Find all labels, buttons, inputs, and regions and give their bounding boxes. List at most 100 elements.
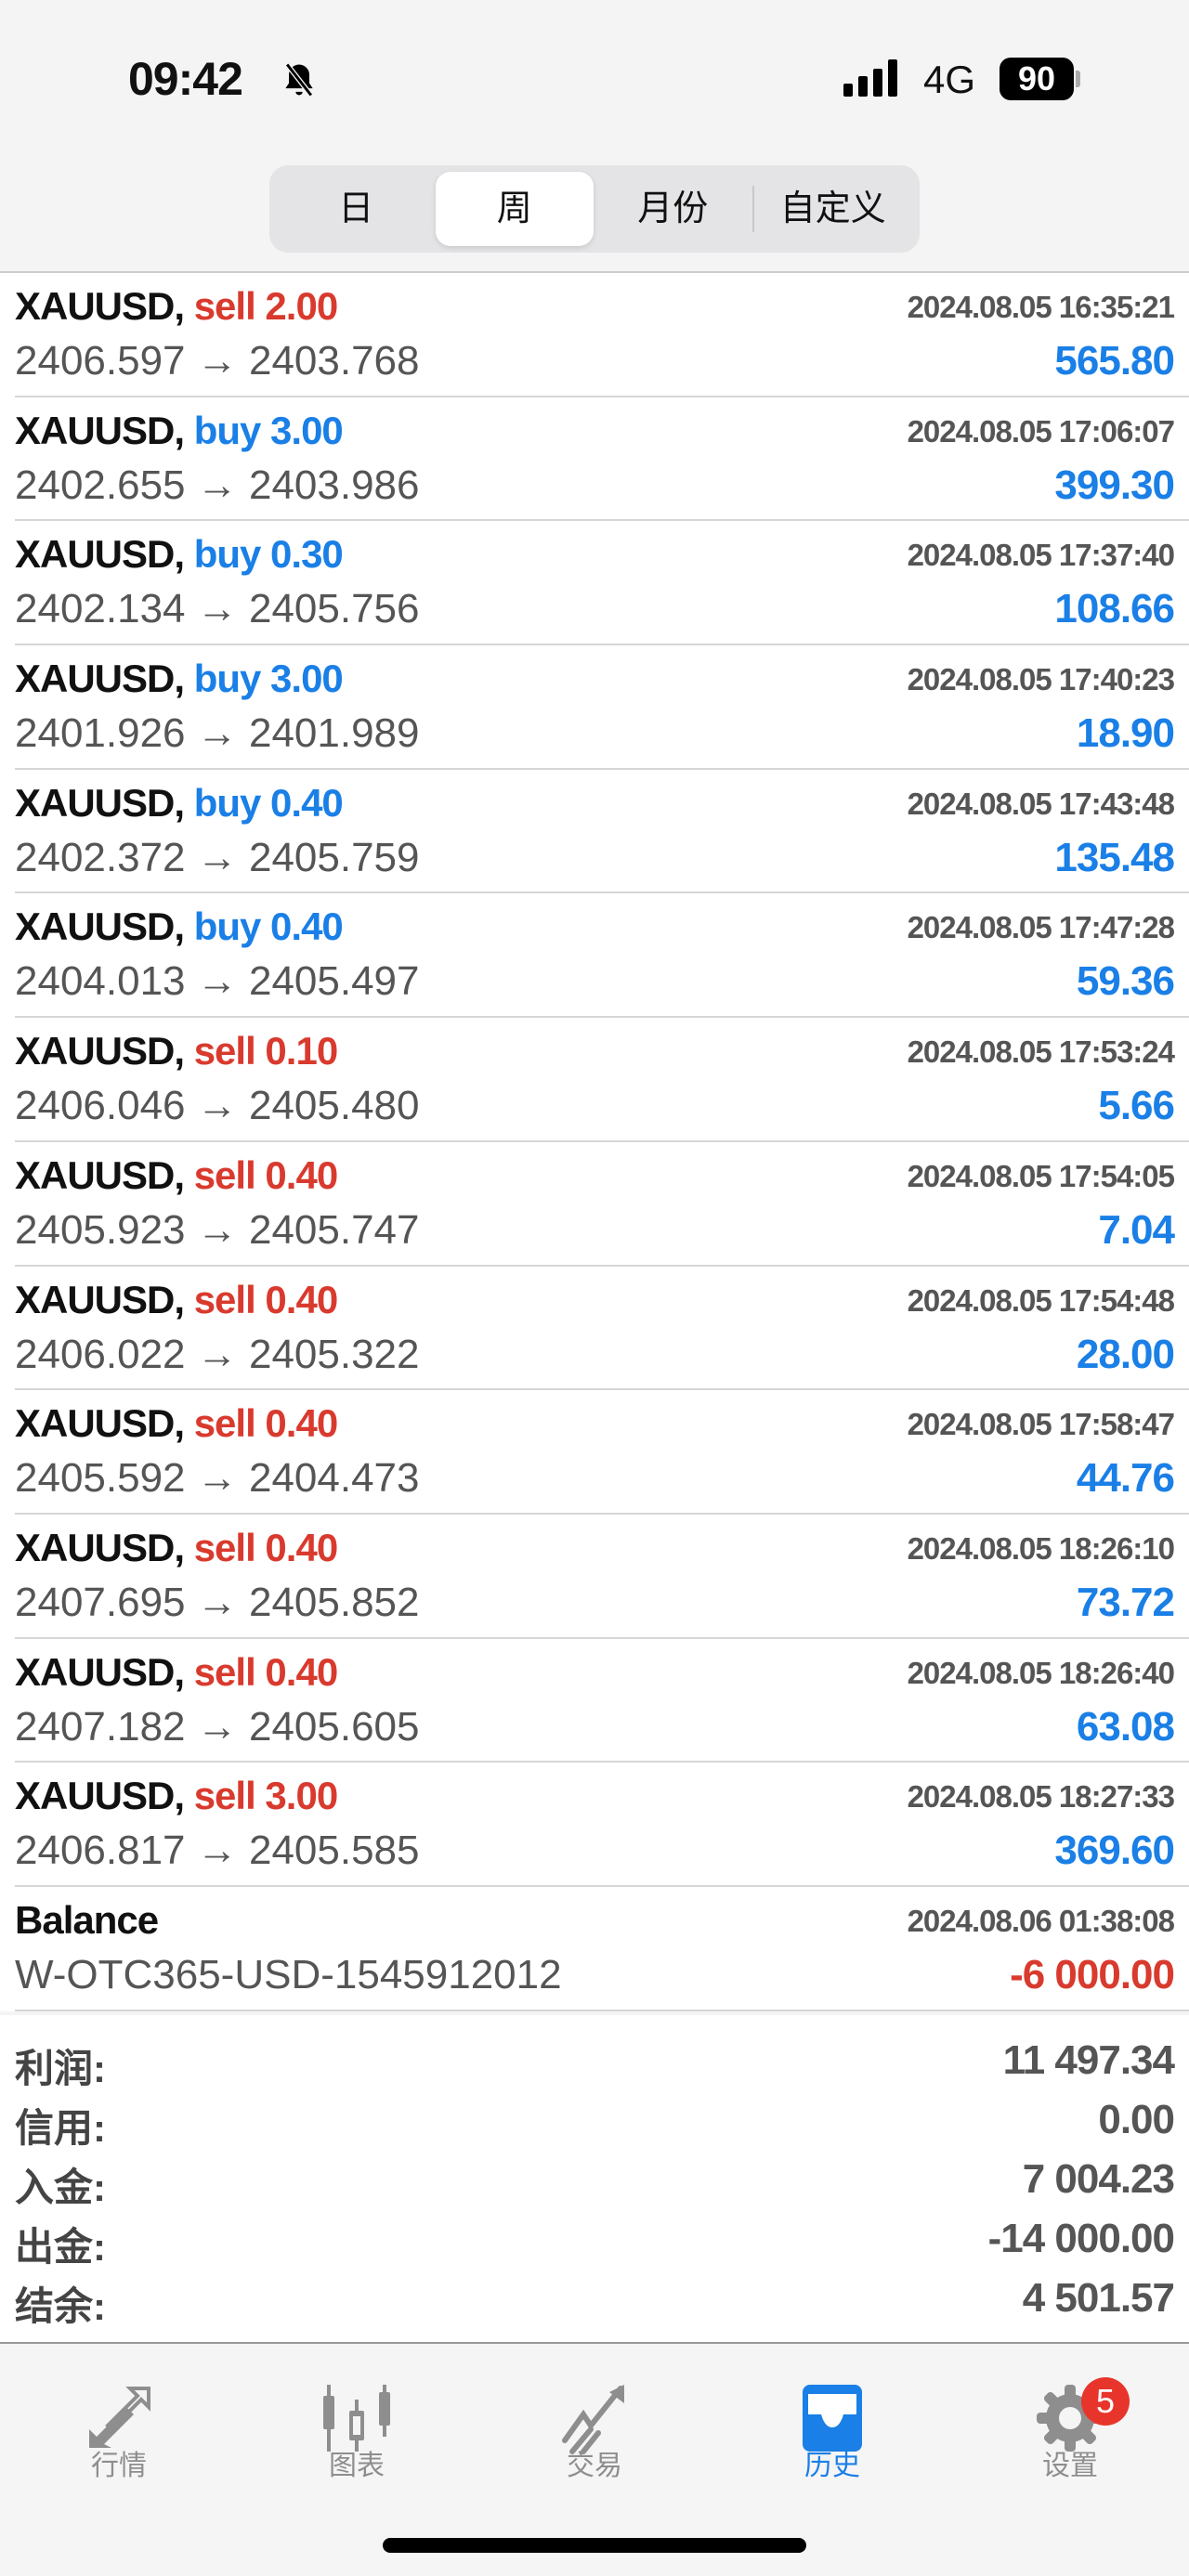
deal-datetime: 2024.08.05 16:35:21 — [907, 290, 1175, 324]
trade-trend-icon — [562, 2385, 624, 2454]
tab-history[interactable]: 历史 — [713, 2346, 951, 2576]
deal-title: XAUUSD, buy 3.00 — [15, 408, 344, 453]
deal-symbol: XAUUSD, — [15, 284, 185, 328]
deal-symbol: XAUUSD, — [15, 1401, 185, 1446]
segment-divider — [751, 186, 754, 232]
deal-side-volume: buy 3.00 — [193, 657, 344, 701]
summary-panel: 利润: 11 497.34 信用: 0.00 入金: 7 004.23 出金: -14 … — [0, 2015, 1189, 2344]
deal-profit: 28.00 — [1076, 1331, 1175, 1377]
deal-profit: 73.72 — [1076, 1579, 1175, 1625]
deal-symbol: XAUUSD, — [15, 780, 185, 825]
deal-row[interactable]: XAUUSD, buy 3.00 2024.08.05 17:06:07 240… — [15, 397, 1189, 522]
summary-label: 结余: — [15, 2284, 106, 2328]
deal-prices: 2406.817 → 2405.585 — [15, 1828, 420, 1874]
deal-symbol: XAUUSD, — [15, 532, 185, 577]
segment-custom[interactable]: 自定义 — [779, 189, 886, 228]
deal-side-volume: sell 0.40 — [193, 1401, 338, 1446]
deal-row[interactable]: XAUUSD, sell 2.00 2024.08.05 16:35:21 24… — [15, 273, 1189, 397]
deal-row[interactable]: XAUUSD, sell 0.40 2024.08.05 18:26:10 24… — [15, 1515, 1189, 1639]
deal-prices: 2402.372 → 2405.759 — [15, 834, 420, 880]
deal-row[interactable]: XAUUSD, buy 0.40 2024.08.05 17:47:28 240… — [15, 893, 1189, 1019]
deal-symbol: XAUUSD, — [15, 1152, 185, 1197]
segment-day[interactable]: 日 — [338, 189, 374, 228]
deal-row[interactable]: XAUUSD, sell 0.40 2024.08.05 17:58:47 24… — [15, 1390, 1189, 1515]
deal-prices: 2402.655 → 2403.986 — [15, 462, 420, 508]
tab-quotes[interactable]: 行情 — [0, 2346, 238, 2576]
deal-side-volume: sell 0.40 — [193, 1277, 338, 1321]
deal-profit: 369.60 — [1054, 1828, 1175, 1874]
deal-side-volume: sell 2.00 — [193, 284, 338, 328]
notification-badge: 5 — [1081, 2377, 1130, 2426]
deal-side-volume: sell 0.40 — [193, 1152, 338, 1197]
summary-withdrawal: 出金: -14 000.00 — [0, 2208, 1189, 2269]
deal-side-volume: sell 0.40 — [193, 1649, 338, 1694]
deal-datetime: 2024.08.05 17:37:40 — [907, 538, 1175, 573]
deal-title: XAUUSD, buy 3.00 — [15, 657, 344, 701]
deal-row[interactable]: XAUUSD, buy 0.40 2024.08.05 17:43:48 240… — [15, 770, 1189, 894]
deal-prices: 2405.592 → 2404.473 — [15, 1455, 420, 1502]
summary-credit: 信用: 0.00 — [0, 2089, 1189, 2150]
quotes-arrows-icon — [89, 2387, 150, 2448]
summary-deposit: 入金: 7 004.23 — [0, 2149, 1189, 2209]
home-indicator[interactable] — [383, 2538, 806, 2553]
deal-side-volume: sell 0.10 — [193, 1029, 338, 1073]
segment-month[interactable]: 月份 — [637, 189, 709, 228]
summary-balance: 结余: 4 501.57 — [0, 2268, 1189, 2328]
tab-label: 历史 — [804, 2451, 860, 2481]
tab-label: 图表 — [329, 2451, 385, 2481]
period-segmented-control: 日 周 月份 自定义 — [269, 165, 920, 253]
deal-row[interactable]: XAUUSD, sell 0.40 2024.08.05 17:54:48 24… — [15, 1267, 1189, 1391]
deal-datetime: 2024.08.05 17:54:05 — [907, 1158, 1175, 1193]
tab-chart[interactable]: 图表 — [238, 2346, 476, 2576]
deal-datetime: 2024.08.05 17:58:47 — [907, 1407, 1175, 1442]
deal-prices: 2406.597 → 2403.768 — [15, 338, 420, 384]
battery-icon: 90 — [1000, 58, 1074, 100]
summary-value: 0.00 — [1098, 2097, 1175, 2142]
deal-datetime: 2024.08.05 17:06:07 — [907, 413, 1175, 449]
deal-row[interactable]: XAUUSD, sell 3.00 2024.08.05 18:27:33 24… — [15, 1763, 1189, 1887]
deal-symbol: XAUUSD, — [15, 1774, 185, 1818]
deal-symbol: XAUUSD, — [15, 1649, 185, 1694]
tab-settings[interactable]: 5 设置 — [951, 2346, 1189, 2576]
deal-datetime: 2024.08.05 18:26:10 — [907, 1530, 1175, 1566]
deal-title: XAUUSD, sell 3.00 — [15, 1774, 338, 1818]
deal-title: XAUUSD, sell 0.40 — [15, 1277, 338, 1322]
tab-label: 设置 — [1042, 2451, 1098, 2481]
deal-title: XAUUSD, sell 2.00 — [15, 284, 338, 329]
deal-symbol: XAUUSD, — [15, 657, 185, 701]
deal-profit: 18.90 — [1076, 710, 1175, 757]
deal-profit: 63.08 — [1076, 1703, 1175, 1750]
deal-title: XAUUSD, sell 0.40 — [15, 1649, 338, 1695]
deal-title: XAUUSD, sell 0.40 — [15, 1526, 338, 1570]
deal-row[interactable]: XAUUSD, sell 0.10 2024.08.05 17:53:24 24… — [15, 1018, 1189, 1142]
deal-profit: 108.66 — [1054, 586, 1175, 632]
clock: 09:42 — [128, 53, 243, 105]
tab-trade[interactable]: 交易 — [476, 2346, 713, 2576]
segment-week[interactable]: 周 — [435, 172, 594, 246]
deal-row[interactable]: XAUUSD, sell 0.40 2024.08.05 17:54:05 24… — [15, 1142, 1189, 1267]
deal-symbol: XAUUSD, — [15, 1277, 185, 1321]
candlestick-icon — [323, 2385, 390, 2452]
summary-label: 出金: — [15, 2225, 106, 2269]
deal-datetime: 2024.08.05 17:53:24 — [907, 1034, 1175, 1070]
deal-row[interactable]: XAUUSD, buy 3.00 2024.08.05 17:40:23 240… — [15, 645, 1189, 770]
bell-muted-icon — [284, 62, 314, 98]
deal-profit: 59.36 — [1076, 958, 1175, 1005]
signal-icon — [843, 59, 897, 97]
deal-profit: 7.04 — [1098, 1206, 1175, 1253]
deal-row[interactable]: XAUUSD, sell 0.40 2024.08.05 18:26:40 24… — [15, 1639, 1189, 1763]
deal-profit: 135.48 — [1054, 834, 1175, 880]
deal-profit: 44.76 — [1076, 1455, 1175, 1502]
deal-prices: 2407.182 → 2405.605 — [15, 1703, 420, 1750]
summary-label: 信用: — [15, 2106, 106, 2150]
deal-datetime: 2024.08.05 17:43:48 — [907, 786, 1175, 821]
deal-profit: 5.66 — [1098, 1083, 1175, 1129]
balance-row[interactable]: Balance 2024.08.06 01:38:08 W-OTC365-USD… — [15, 1887, 1189, 2011]
deal-row[interactable]: XAUUSD, buy 0.30 2024.08.05 17:37:40 240… — [15, 521, 1189, 646]
deal-side-volume: buy 3.00 — [193, 408, 344, 452]
status-bar: 09:42 4G 90 — [0, 0, 1189, 158]
history-inbox-icon — [803, 2385, 862, 2452]
deal-title: XAUUSD, sell 0.40 — [15, 1401, 338, 1446]
deal-datetime: 2024.08.05 17:54:48 — [907, 1282, 1175, 1318]
deal-prices: 2407.695 → 2405.852 — [15, 1579, 420, 1625]
